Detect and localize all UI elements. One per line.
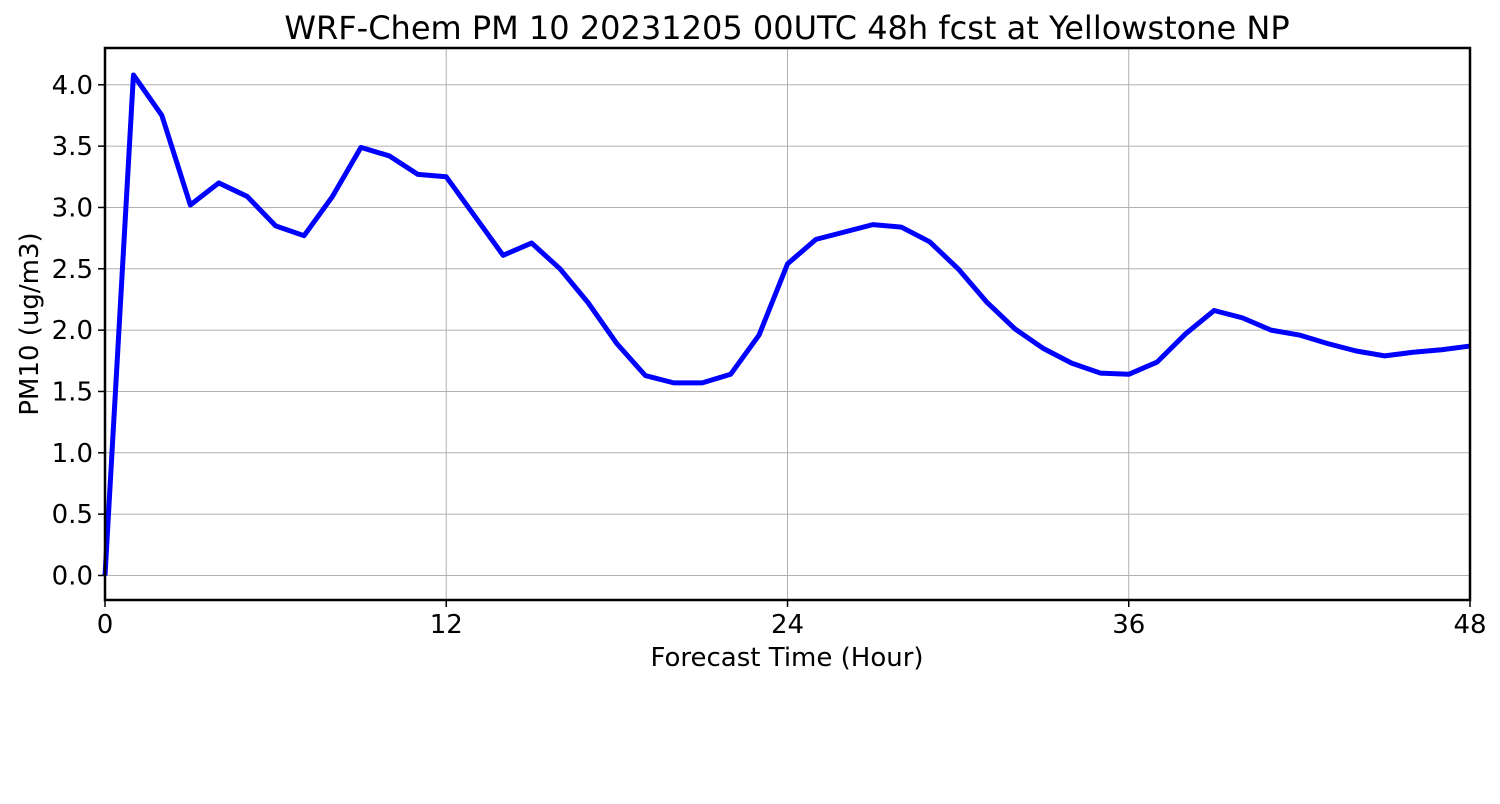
x-axis-ticks: 0 12 24 36 48 [97,600,1487,640]
x-tick-label: 12 [430,610,463,640]
y-tick-label: 1.0 [52,439,93,469]
gridlines [104,48,1471,600]
data-series [102,72,1471,576]
y-tick-label: 2.5 [52,255,93,285]
series-line [102,72,1471,576]
x-tick-label: 36 [1112,610,1145,640]
y-tick-label: 0.5 [52,500,93,530]
x-tick-label: 24 [771,610,804,640]
y-tick-label: 2.0 [52,316,93,346]
y-tick-label: 3.5 [52,132,93,162]
y-tick-label: 1.5 [52,377,93,407]
x-axis-label: Forecast Time (Hour) [650,643,923,673]
y-tick-label: 3.0 [52,193,93,223]
y-axis-label: PM10 (ug/m3) [15,232,45,415]
x-tick-label: 0 [97,610,114,640]
chart-title: WRF-Chem PM 10 20231205 00UTC 48h fcst a… [284,9,1289,47]
x-tick-label: 48 [1453,610,1486,640]
y-tick-label: 0.0 [52,561,93,591]
y-axis-ticks: 0.0 0.5 1.0 1.5 2.0 2.5 3.0 3.5 4.0 [52,71,105,591]
y-tick-label: 4.0 [52,71,93,101]
